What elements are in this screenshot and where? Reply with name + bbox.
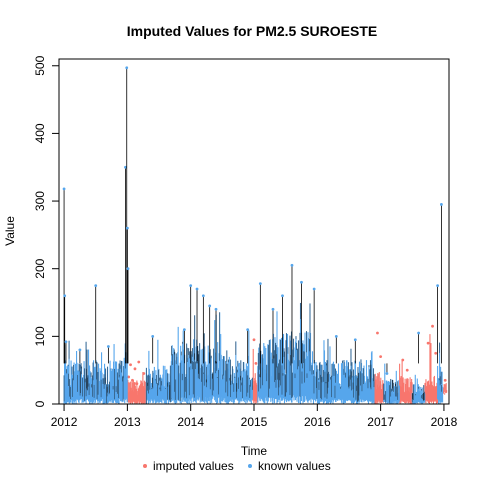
y-tick-label-5: 500 — [33, 55, 47, 75]
x-tick-label-3: 2015 — [241, 415, 268, 429]
series-1-point-29 — [440, 203, 443, 206]
series-1-line — [63, 340, 124, 403]
legend-marker-0 — [143, 464, 147, 468]
series-1-point-28 — [436, 284, 440, 288]
x-axis: 2012 2013 2014 2015 2016 2017 2018 — [51, 403, 458, 429]
x-tick-label-1: 2013 — [114, 415, 141, 429]
legend-marker-1 — [248, 464, 252, 468]
x-tick-label-5: 2017 — [367, 415, 394, 429]
y-axis-label: Value — [3, 216, 17, 246]
series-1-line — [222, 341, 253, 399]
legend-label-1: known values — [258, 459, 331, 473]
x-tick-label-0: 2012 — [51, 415, 78, 429]
series-0-point-7 — [142, 372, 146, 375]
series-1 — [62, 66, 444, 404]
series-0-point-3 — [133, 367, 137, 371]
data-layer — [62, 66, 448, 404]
series-1-line — [146, 361, 172, 404]
series-1-point-8 — [125, 226, 129, 230]
series-1-point-6 — [124, 165, 127, 169]
series-0-segment-5 — [442, 383, 448, 395]
y-tick-label-2: 200 — [33, 258, 47, 278]
chart-title: Imputed Values for PM2.5 SUROESTE — [127, 23, 378, 39]
series-1-line — [311, 338, 375, 402]
series-1-line — [273, 302, 311, 399]
series-0-point-16 — [434, 351, 438, 355]
series-1-point-4 — [94, 284, 98, 288]
y-tick-label-1: 100 — [33, 326, 47, 346]
series-1-segment-9 — [383, 363, 400, 404]
series-1-point-15 — [208, 304, 212, 308]
series-1-point-7 — [125, 66, 129, 70]
series-1-point-13 — [195, 287, 199, 291]
x-tick-label-4: 2016 — [304, 415, 331, 429]
series-1-point-10 — [151, 334, 155, 338]
series-0-point-1 — [129, 363, 132, 367]
series-1-point-18 — [258, 282, 262, 285]
series-1-point-20 — [281, 294, 284, 298]
series-1-point-5 — [106, 345, 110, 348]
series-1-point-11 — [182, 328, 186, 331]
series-0-point-12 — [401, 358, 405, 362]
series-0-point-11 — [379, 355, 383, 359]
series-1-segment-7 — [272, 302, 312, 404]
series-1-segment-8 — [310, 338, 375, 404]
series-1-point-21 — [290, 263, 294, 267]
series-1-point-9 — [126, 267, 130, 271]
x-axis-label: Time — [241, 444, 268, 458]
series-1-segment-11 — [437, 342, 444, 404]
series-1-line — [412, 384, 425, 403]
series-1-point-14 — [201, 294, 205, 298]
x-tick-label-6: 2018 — [431, 415, 458, 429]
series-0-point-5 — [137, 360, 141, 364]
y-tick-label-0: 0 — [33, 400, 47, 407]
x-tick-label-2: 2014 — [177, 415, 204, 429]
series-1-point-22 — [300, 280, 303, 284]
series-1-point-3 — [78, 348, 82, 352]
series-1-point-0 — [62, 187, 66, 191]
series-0-point-13 — [405, 368, 409, 372]
series-1-point-12 — [189, 284, 193, 288]
series-0-point-0 — [127, 375, 131, 379]
series-0-point-10 — [376, 331, 379, 335]
series-1-point-16 — [214, 307, 218, 311]
series-0-point-8 — [252, 338, 256, 342]
y-axis: 0 100 200 300 400 500 — [33, 55, 60, 407]
series-1-point-27 — [417, 331, 421, 335]
y-tick-label-4: 400 — [33, 123, 47, 143]
series-1-point-1 — [63, 294, 67, 298]
series-1-point-25 — [353, 338, 357, 342]
series-1-line — [258, 340, 270, 398]
series-1-segment-2 — [145, 339, 172, 404]
series-0-point-17 — [443, 378, 447, 382]
series-1-line — [438, 342, 442, 392]
series-0-point-4 — [135, 382, 139, 386]
series-1-segment-5 — [221, 330, 253, 404]
series-1-point-17 — [246, 328, 250, 331]
legend: imputed values known values — [143, 459, 331, 473]
y-tick-label-3: 300 — [33, 191, 47, 211]
series-0-point-15 — [431, 324, 434, 328]
series-1-point-23 — [312, 287, 316, 291]
series-1-line — [171, 341, 191, 402]
series-1-point-2 — [64, 340, 68, 344]
legend-label-0: imputed values — [153, 459, 234, 473]
series-1-point-19 — [271, 307, 275, 311]
series-1-point-24 — [334, 334, 338, 338]
series-1-point-26 — [385, 372, 389, 375]
series-0-point-2 — [131, 378, 134, 382]
series-0-point-14 — [426, 341, 430, 345]
series-0-point-9 — [254, 362, 258, 365]
series-1-segment-10 — [411, 374, 426, 404]
series-1-line — [190, 312, 220, 401]
series-0-point-6 — [139, 383, 143, 387]
series-1-line — [383, 378, 398, 403]
